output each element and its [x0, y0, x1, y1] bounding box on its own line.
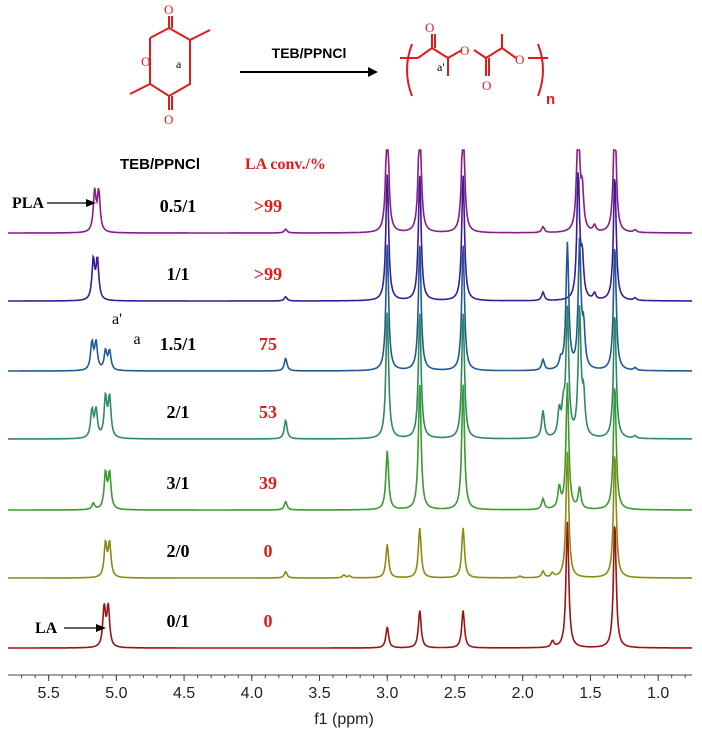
x-axis-label: f1 (ppm) [314, 711, 374, 728]
reaction-scheme: O O O a TEB/PPNCl O O O [129, 2, 555, 127]
peak-label-a-prime: a' [112, 311, 122, 328]
x-tick-label: 4.0 [241, 685, 263, 702]
x-tick-label: 5.0 [105, 685, 127, 702]
spectrum-trace-3-1 [8, 382, 692, 511]
pla-arrow-head [86, 199, 96, 207]
spectrum-trace-2-1 [8, 305, 692, 440]
x-tick-label: 3.5 [308, 685, 330, 702]
spectrum-trace-1-1 [8, 172, 692, 302]
lactide-oxygen-ring: O [141, 54, 150, 69]
spectrum-trace-0-1 [8, 521, 692, 649]
peak-label-a: a [133, 331, 140, 348]
polymer-oxygen-4: O [515, 52, 524, 67]
lactide-structure [129, 16, 211, 110]
spectrum-trace-2-0 [8, 451, 692, 579]
reagent-label: TEB/PPNCl [272, 45, 347, 61]
spectrum-trace-1.5-1 [8, 237, 692, 372]
reaction-arrow-head [368, 67, 378, 77]
x-tick-label: 1.0 [647, 685, 669, 702]
conversion-label: >99 [254, 264, 282, 284]
spectrum-trace-0.5-1 [8, 149, 692, 234]
spectra-group [8, 149, 692, 649]
conversion-label: 0 [264, 541, 273, 561]
lactide-label-a: a [176, 57, 182, 71]
x-tick-label: 4.5 [173, 685, 195, 702]
header-conversion: LA conv./% [245, 156, 326, 173]
ratio-label: 0/1 [166, 611, 189, 631]
x-tick-label: 5.5 [38, 685, 60, 702]
ratio-label: 1.5/1 [160, 334, 197, 354]
x-axis: 5.5 5.0 4.5 4.0 3.5 3.0 2.5 2.0 1.5 1.0 [8, 674, 692, 702]
x-tick-label: 1.5 [579, 685, 601, 702]
x-tick-label: 3.0 [376, 685, 398, 702]
polylactide-structure [400, 34, 548, 97]
conversion-label: 0 [264, 611, 273, 631]
ratio-label: 2/1 [166, 402, 189, 422]
ratio-label: 3/1 [166, 473, 189, 493]
conversion-label: 39 [259, 473, 277, 493]
x-tick-label: 2.0 [512, 685, 534, 702]
lactide-oxygen-top: O [164, 2, 173, 17]
row-labels-group: 0.5/1 >99 1/1 >99 1.5/1 75 2/1 53 3/1 39 2/0 0 0/1 0 [160, 196, 282, 631]
conversion-label: 75 [259, 334, 277, 354]
pla-label: PLA [12, 195, 44, 212]
polymer-label-a-prime: a' [437, 60, 445, 74]
x-tick-label: 2.5 [444, 685, 466, 702]
lactide-oxygen-bottom: O [164, 112, 173, 127]
la-arrow-head [96, 624, 106, 632]
conversion-label: 53 [259, 402, 277, 422]
polymer-oxygen-1: O [425, 20, 434, 35]
header-ratio: TEB/PPNCl [120, 156, 200, 173]
conversion-label: >99 [254, 196, 282, 216]
polymer-oxygen-2: O [460, 43, 469, 58]
ratio-label: 2/0 [166, 541, 189, 561]
ratio-label: 1/1 [166, 264, 189, 284]
polymer-subscript-n: n [546, 91, 555, 108]
ratio-label: 0.5/1 [160, 196, 197, 216]
la-label: LA [35, 620, 58, 637]
polymer-oxygen-3: O [482, 78, 491, 93]
